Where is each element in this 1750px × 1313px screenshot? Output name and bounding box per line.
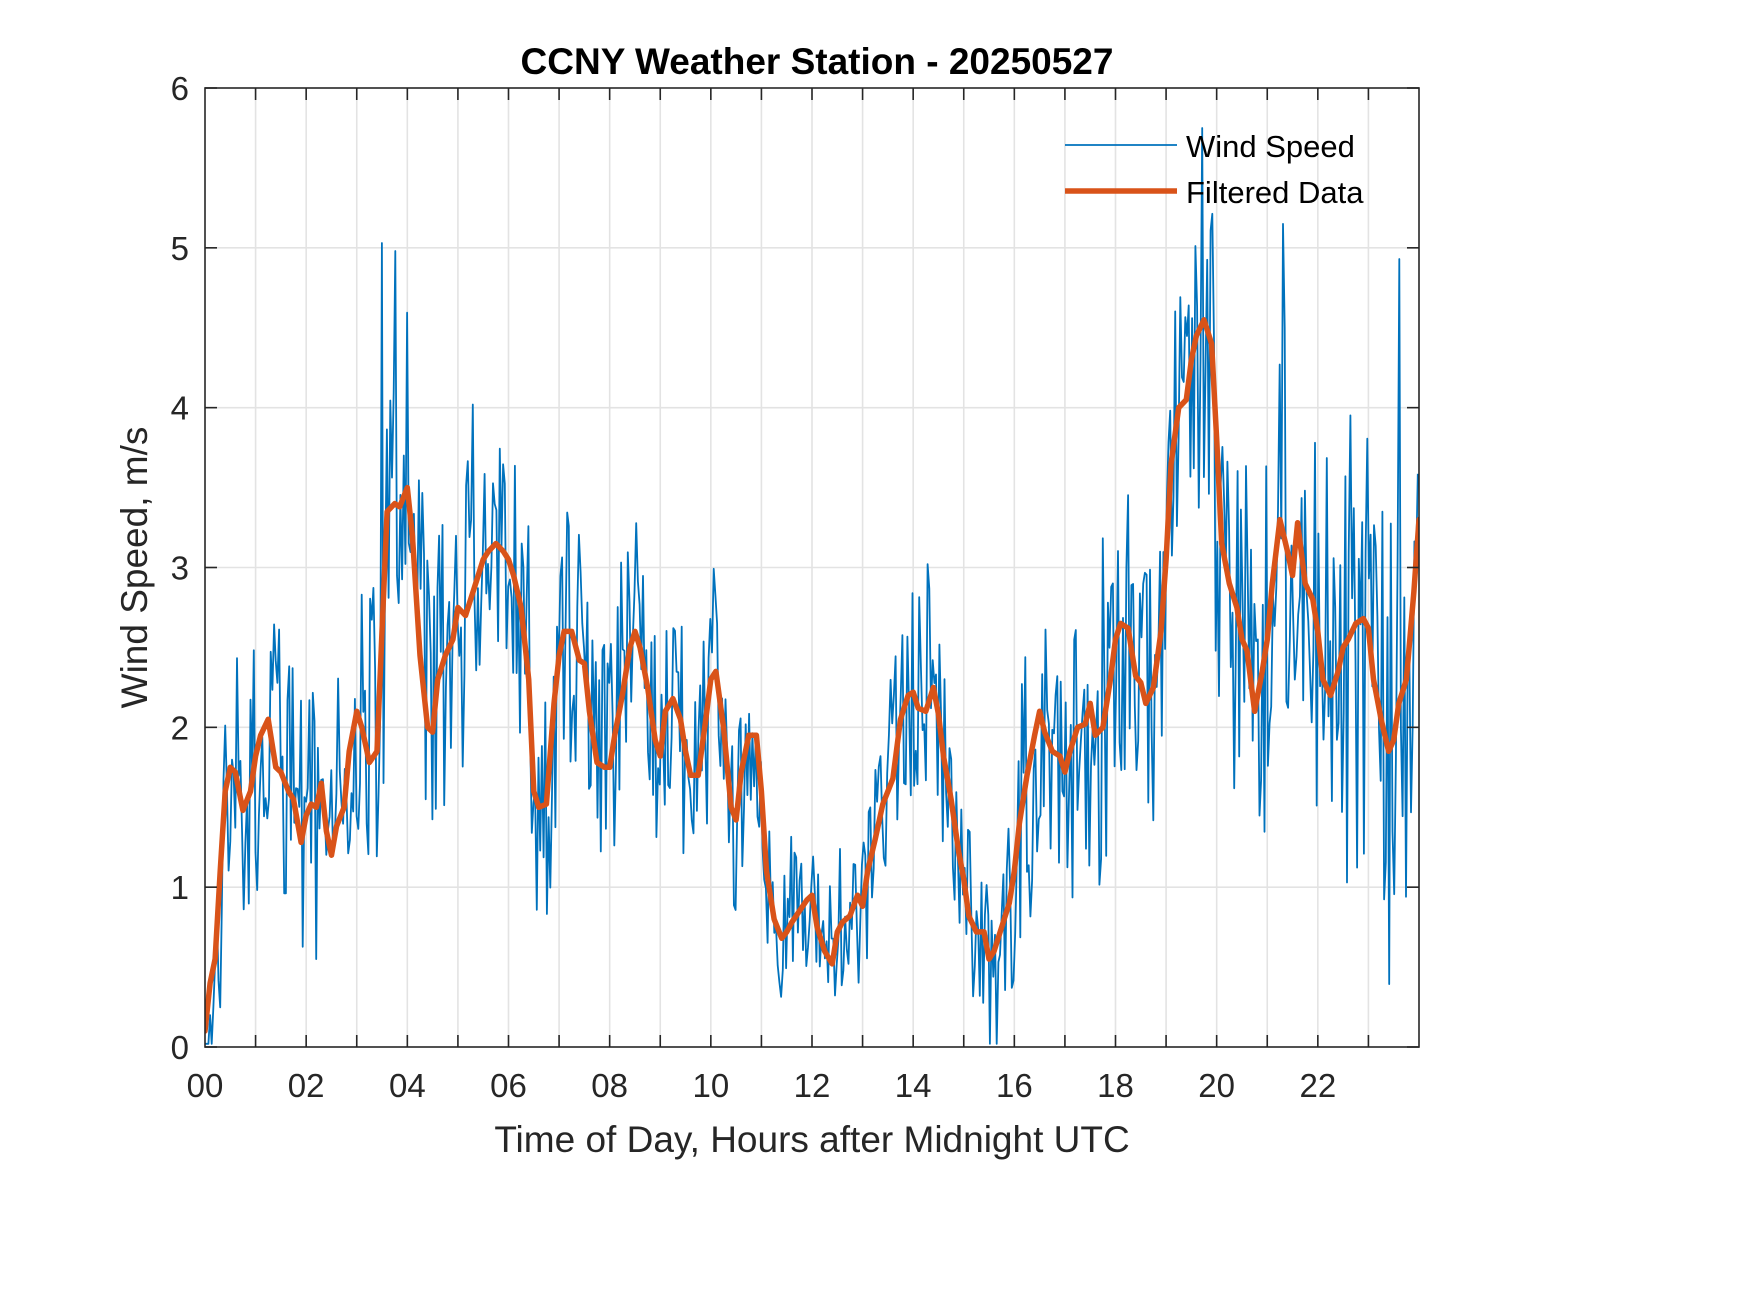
y-tick-label: 3 xyxy=(171,550,189,587)
legend: Wind Speed Filtered Data xyxy=(1065,129,1364,210)
y-tick-label: 1 xyxy=(171,869,189,906)
y-tick-label: 4 xyxy=(171,390,189,427)
x-tick-label: 18 xyxy=(1097,1067,1134,1104)
chart-title: CCNY Weather Station - 20250527 xyxy=(521,41,1114,82)
series-layer xyxy=(205,127,1419,1045)
x-tick-label: 20 xyxy=(1198,1067,1235,1104)
x-tick-label: 02 xyxy=(288,1067,325,1104)
x-tick-label: 04 xyxy=(389,1067,426,1104)
series-line-wind-speed xyxy=(205,127,1419,1045)
x-tick-label: 12 xyxy=(794,1067,831,1104)
x-axis-label: Time of Day, Hours after Midnight UTC xyxy=(494,1119,1129,1160)
x-tick-label: 06 xyxy=(490,1067,527,1104)
x-tick-label: 00 xyxy=(187,1067,224,1104)
y-axis-label: Wind Speed, m/s xyxy=(114,427,155,709)
x-tick-label: 14 xyxy=(895,1067,932,1104)
y-tick-label: 0 xyxy=(171,1029,189,1066)
x-tick-label: 16 xyxy=(996,1067,1033,1104)
y-tick-label: 5 xyxy=(171,230,189,267)
legend-label-filtered-data: Filtered Data xyxy=(1186,175,1364,210)
x-tick-label: 08 xyxy=(591,1067,628,1104)
legend-label-wind-speed: Wind Speed xyxy=(1186,129,1355,164)
y-tick-label: 2 xyxy=(171,709,189,746)
axis-ticks xyxy=(205,87,1419,1048)
series-line-filtered-data xyxy=(205,317,1419,1034)
y-tick-label: 6 xyxy=(171,70,189,107)
x-tick-label: 22 xyxy=(1299,1067,1336,1104)
x-tick-label: 10 xyxy=(692,1067,729,1104)
